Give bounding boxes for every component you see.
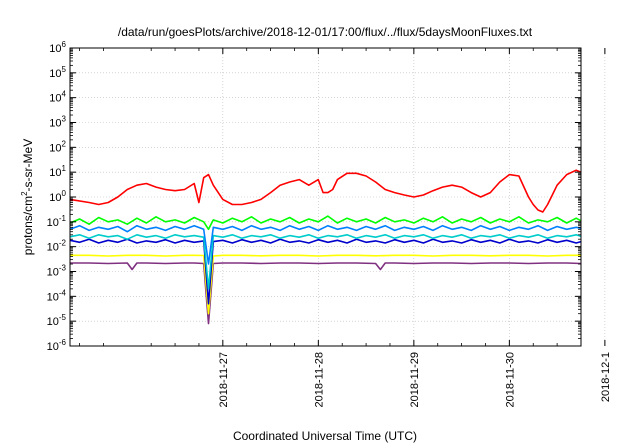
series-line bbox=[70, 254, 581, 315]
series-group bbox=[69, 169, 582, 325]
y-tick-label: 10-4 bbox=[47, 288, 67, 303]
y-axis: 10-6 10-5 10-4 10-3 10-2 10-1 100 101 102 103 104 1… bbox=[47, 40, 581, 353]
y-tick-label: 103 bbox=[49, 115, 66, 130]
y-tick-label: 101 bbox=[49, 164, 66, 179]
y-tick-label: 104 bbox=[49, 90, 66, 105]
x-tick-label: 2018-12-1 bbox=[600, 352, 612, 402]
series-line bbox=[69, 224, 582, 265]
chart-title: /data/run/goesPlots/archive/2018-12-01/1… bbox=[118, 25, 533, 39]
y-tick-label: 10-1 bbox=[47, 214, 67, 229]
y-axis-title-rest: -s-sr-MeV bbox=[21, 139, 35, 192]
x-tick-label: 2018-11-27 bbox=[218, 352, 230, 407]
y-tick-label: 102 bbox=[49, 139, 66, 154]
y-axis-title-sup: 2 bbox=[20, 191, 29, 196]
y-tick-label: 100 bbox=[49, 189, 66, 204]
x-axis: 2018-11-27 2018-11-28 2018-11-29 2018-11-30… bbox=[79, 48, 612, 407]
y-tick-label: 105 bbox=[49, 65, 66, 80]
y-tick-label: 10-3 bbox=[47, 264, 67, 279]
series-line bbox=[69, 215, 582, 231]
x-tick-label: 2018-11-29 bbox=[409, 352, 421, 407]
series-line bbox=[69, 238, 582, 305]
series-line bbox=[70, 262, 582, 325]
x-tick-label: 2018-11-28 bbox=[313, 352, 325, 407]
grid bbox=[70, 48, 606, 346]
y-axis-title-base: protons/cm bbox=[21, 196, 35, 255]
y-tick-label: 106 bbox=[49, 40, 66, 55]
x-tick-label: 2018-11-30 bbox=[504, 352, 516, 407]
y-tick-label: 10-6 bbox=[47, 338, 67, 353]
y-tick-label: 10-5 bbox=[47, 313, 67, 328]
series-line bbox=[69, 169, 582, 213]
series-line bbox=[69, 234, 582, 290]
x-axis-title: Coordinated Universal Time (UTC) bbox=[233, 429, 417, 443]
y-axis-title: protons/cm2-s-sr-MeV bbox=[20, 139, 35, 255]
y-tick-label: 10-2 bbox=[47, 239, 67, 254]
